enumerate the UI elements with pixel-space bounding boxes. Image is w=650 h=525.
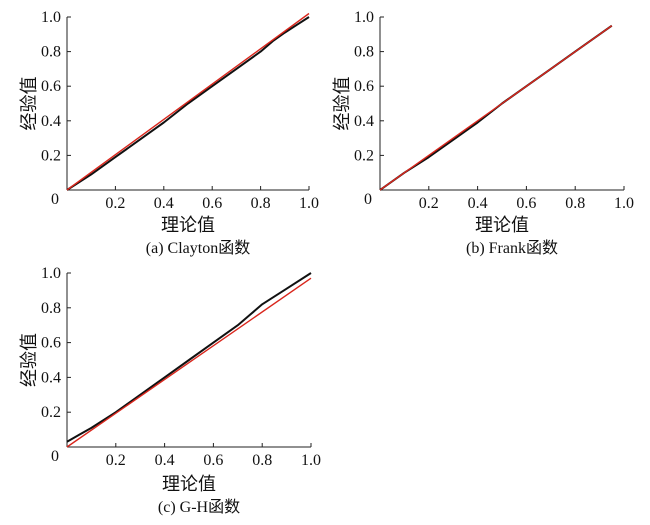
reference-series-line [66,12,310,191]
x-axis-label: 理论值 [161,215,215,236]
y-axis-label: 经验值 [19,333,40,387]
y-tick-label: 0.6 [41,335,61,352]
x-tick-label: 1.0 [301,452,321,469]
origin-label: 0 [51,191,59,208]
x-axis-label: 理论值 [162,474,216,495]
x-tick-label: 0.8 [251,195,271,212]
y-axis-label: 经验值 [332,77,353,131]
x-tick-label: 0.4 [154,195,174,212]
panel-caption: (c) G-H函数 [158,498,240,516]
y-tick-label: 1.0 [41,9,61,26]
x-tick-label: 0.2 [106,452,126,469]
x-tick-label: 0.2 [419,195,439,212]
chart-panel-2: 0.2 0.4 0.6 0.8 1.0 0.2 0.4 0.6 0.8 1.0 0 理论值 经验值 (b)… [332,9,634,257]
x-axis-label: 理论值 [475,215,529,236]
y-tick-label: 0.4 [41,369,61,386]
panel-caption: (a) Clayton函数 [146,239,250,257]
y-tick-label: 0.2 [354,147,374,164]
y-tick-label: 0.6 [354,78,374,95]
y-tick-label: 0.2 [41,404,61,421]
y-tick-label: 0.4 [354,113,374,130]
origin-label: 0 [51,448,59,465]
y-tick-label: 0.8 [354,44,374,61]
y-tick-label: 1.0 [354,9,374,26]
y-tick-label: 0.8 [41,300,61,317]
y-tick-label: 0.6 [41,78,61,95]
panel-caption: (b) Frank函数 [466,239,558,257]
x-tick-label: 0.6 [516,195,536,212]
x-tick-label: 0.8 [565,195,585,212]
chart-panel-1: 0.2 0.4 0.6 0.8 1.0 0.2 0.4 0.6 0.8 1.0 0 理论值 经验值 (a)… [19,9,319,257]
reference-series-line [379,25,613,191]
x-tick-label: 0.6 [203,452,223,469]
empirical-series-line [66,272,312,443]
y-tick-label: 0.4 [41,113,61,130]
x-tick-label: 0.8 [252,452,272,469]
chart-panel-3: 0.2 0.4 0.6 0.8 1.0 0.2 0.4 0.6 0.8 1.0 0 理论值 经验值 (c)… [19,265,321,516]
reference-series-line [66,277,312,448]
y-tick-label: 0.8 [41,44,61,61]
x-tick-label: 0.6 [202,195,222,212]
x-tick-label: 1.0 [299,195,319,212]
x-tick-label: 1.0 [614,195,634,212]
y-tick-label: 0.2 [41,147,61,164]
y-tick-label: 1.0 [41,265,61,282]
x-tick-label: 0.2 [105,195,125,212]
origin-label: 0 [364,191,372,208]
x-tick-label: 0.4 [155,452,175,469]
empirical-series-line [66,16,310,191]
y-axis-label: 经验值 [19,77,40,131]
x-tick-label: 0.4 [468,195,488,212]
